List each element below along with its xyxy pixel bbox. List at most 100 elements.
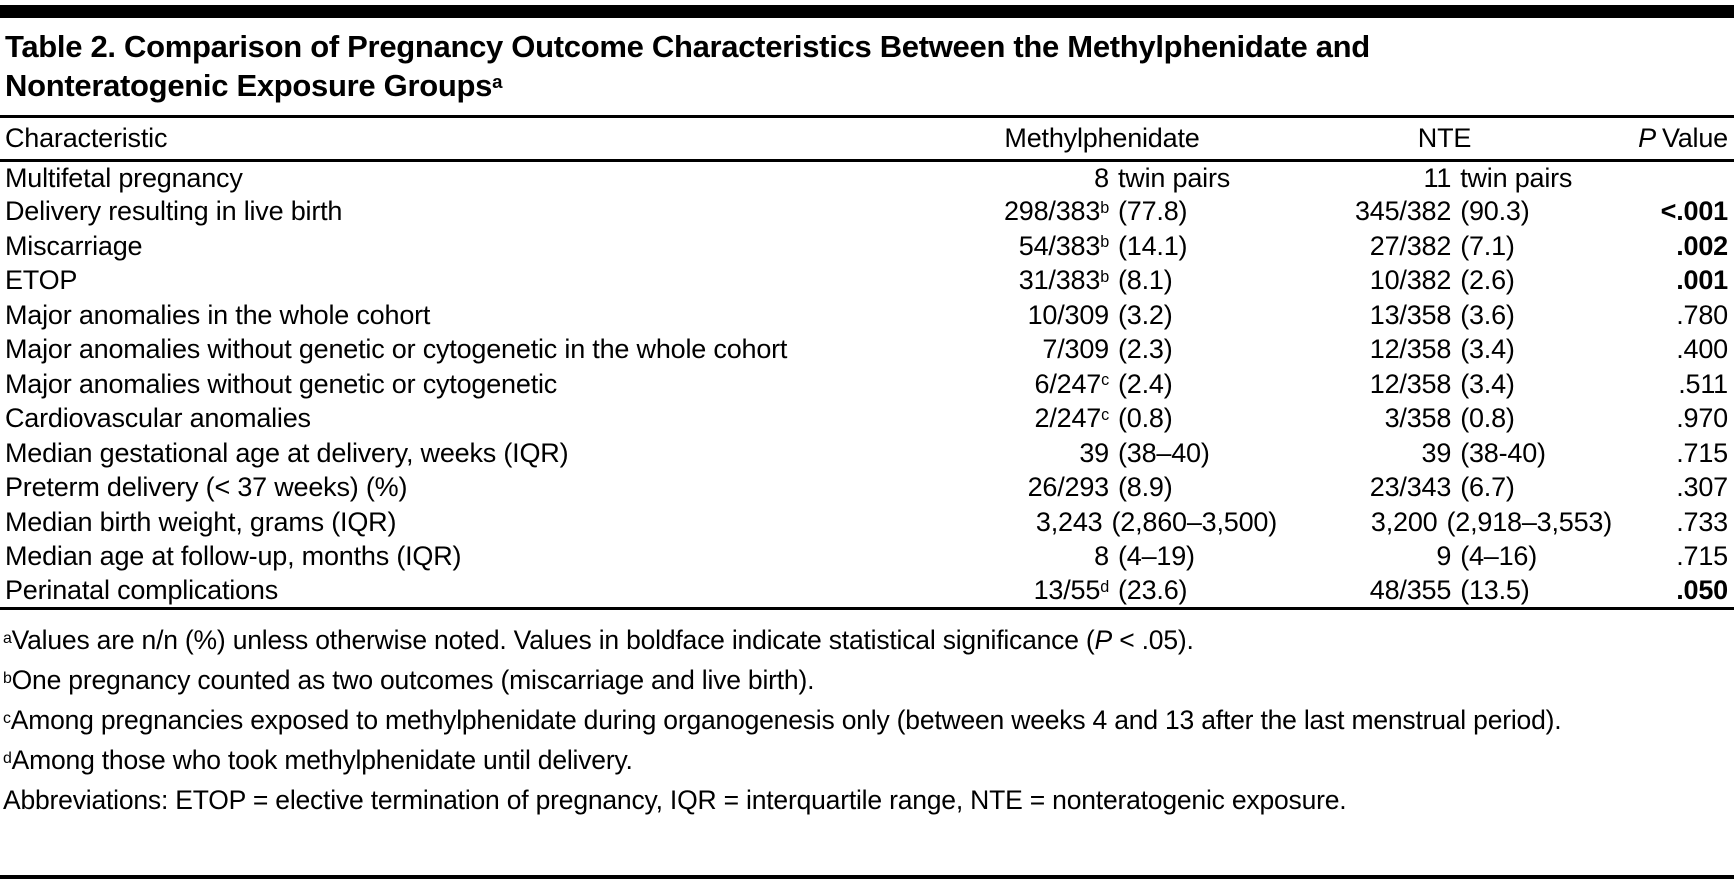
p-value-cell: .400 bbox=[1612, 333, 1734, 368]
value-wrap: 10/309 (3.2) bbox=[927, 300, 1277, 331]
value-percent: (13.5) bbox=[1460, 575, 1530, 605]
table-row: Median age at follow-up, months (IQR) 8 (4… bbox=[0, 540, 1734, 575]
value-fraction: 6/247c bbox=[1034, 368, 1110, 399]
value-percent: (8.1) bbox=[1118, 265, 1173, 296]
value-percent: (2.6) bbox=[1460, 265, 1515, 296]
value-wrap: 2/247c (0.8) bbox=[927, 403, 1277, 434]
methylphenidate-value-cell: 31/383b (8.1) bbox=[927, 264, 1277, 299]
value-fraction: 8 bbox=[1094, 541, 1109, 572]
nte-value-cell: 10/382 (2.6) bbox=[1277, 264, 1612, 299]
p-value-cell: .307 bbox=[1612, 471, 1734, 506]
value-fraction: 7/309 bbox=[1042, 334, 1109, 365]
value-percent: (3.4) bbox=[1460, 334, 1515, 365]
table-header-row: Characteristic Methylphenidate NTE P Valu… bbox=[0, 118, 1734, 162]
value-percent: (77.8) bbox=[1118, 196, 1188, 227]
value-wrap: 3,200 (2,918–3,553) bbox=[1277, 507, 1612, 538]
footnote-text: P bbox=[1094, 625, 1113, 655]
footnote-marker: d bbox=[3, 749, 12, 767]
table-row: Major anomalies in the whole cohort 10/30… bbox=[0, 298, 1734, 333]
p-value-text: .733 bbox=[1676, 506, 1728, 537]
value-wrap: 13/358 (3.6) bbox=[1277, 300, 1612, 331]
value-fraction: 39 bbox=[1421, 437, 1452, 468]
methylphenidate-value-cell: 26/293 (8.9) bbox=[927, 471, 1277, 506]
nte-value-cell: 12/358 (3.4) bbox=[1277, 367, 1612, 402]
value-fraction: 27/382 bbox=[1369, 230, 1452, 261]
footnote: aValues are n/n (%) unless otherwise not… bbox=[3, 620, 1730, 660]
p-value-text: .050 bbox=[1676, 575, 1728, 605]
p-value-text: .715 bbox=[1676, 541, 1728, 572]
value-fraction: 3,243 bbox=[1035, 506, 1103, 537]
table-row: Median gestational age at delivery, week… bbox=[0, 436, 1734, 471]
methylphenidate-value-cell: 54/383b (14.1) bbox=[927, 229, 1277, 264]
value-fraction: 13/55d bbox=[1033, 575, 1110, 605]
value-fraction: 23/343 bbox=[1369, 472, 1452, 503]
characteristic-cell: Cardiovascular anomalies bbox=[5, 403, 311, 434]
value-fraction: 39 bbox=[1079, 437, 1109, 468]
value-wrap: 6/247c (2.4) bbox=[927, 369, 1277, 400]
p-value-cell: <.001 bbox=[1612, 195, 1734, 230]
methylphenidate-value-cell: 298/383b (77.8) bbox=[927, 195, 1277, 230]
nte-value-cell: 9 (4–16) bbox=[1277, 540, 1612, 575]
value-fraction: 10/309 bbox=[1027, 299, 1110, 330]
value-percent: (0.8) bbox=[1118, 403, 1173, 434]
value-percent: (7.1) bbox=[1460, 230, 1515, 261]
table-row: Major anomalies without genetic or cytog… bbox=[0, 333, 1734, 368]
value-percent: twin pairs bbox=[1118, 162, 1231, 193]
nte-value-cell: 345/382 (90.3) bbox=[1277, 195, 1612, 230]
table-title: Table 2. Comparison of Pregnancy Outcome… bbox=[0, 18, 1734, 118]
table-row: Major anomalies without genetic or cytog… bbox=[0, 367, 1734, 402]
methylphenidate-value-cell: 39 (38–40) bbox=[927, 436, 1277, 471]
value-footnote-marker: d bbox=[1100, 577, 1109, 596]
characteristic-cell: Median gestational age at delivery, week… bbox=[5, 437, 569, 468]
p-value-cell: .715 bbox=[1612, 436, 1734, 471]
p-value-cell: .001 bbox=[1612, 264, 1734, 299]
methylphenidate-value-cell: 6/247c (2.4) bbox=[927, 367, 1277, 402]
p-value-text: .511 bbox=[1678, 368, 1728, 399]
column-header-characteristic: Characteristic bbox=[0, 118, 927, 162]
value-fraction: 48/355 bbox=[1369, 575, 1452, 605]
footnote-text: < .05). bbox=[1112, 625, 1194, 655]
table-header: Characteristic Methylphenidate NTE P Valu… bbox=[0, 118, 1734, 162]
methylphenidate-value-cell: 13/55d (23.6) bbox=[927, 574, 1277, 609]
value-percent: (4–16) bbox=[1460, 541, 1538, 572]
value-percent: (6.7) bbox=[1460, 472, 1515, 503]
value-wrap: 345/382 (90.3) bbox=[1277, 196, 1612, 227]
value-percent: (2,918–3,553) bbox=[1446, 506, 1612, 537]
p-value-cell bbox=[1612, 160, 1734, 195]
value-footnote-marker: c bbox=[1101, 371, 1109, 390]
top-rule bbox=[0, 5, 1734, 18]
value-percent: (3.6) bbox=[1460, 299, 1515, 330]
column-header-p-value: P Value bbox=[1612, 118, 1734, 162]
value-footnote-marker: b bbox=[1100, 267, 1109, 286]
characteristic-cell: Median birth weight, grams (IQR) bbox=[5, 506, 397, 537]
value-wrap: 10/382 (2.6) bbox=[1277, 265, 1612, 296]
value-percent: (0.8) bbox=[1460, 403, 1515, 434]
value-percent: (2.3) bbox=[1118, 334, 1173, 365]
value-fraction: 12/358 bbox=[1369, 368, 1452, 399]
characteristic-cell: Major anomalies without genetic or cytog… bbox=[5, 368, 558, 399]
footnote-text: Values are n/n (%) unless otherwise note… bbox=[11, 625, 1095, 655]
value-percent: (14.1) bbox=[1118, 230, 1188, 261]
characteristic-cell: Miscarriage bbox=[5, 230, 143, 261]
table-row: Miscarriage 54/383b (14.1) 27/382 (7.1) .002 bbox=[0, 229, 1734, 264]
value-wrap: 31/383b (8.1) bbox=[927, 265, 1277, 296]
table-row: Perinatal complications 13/55d (23.6) 48/35… bbox=[0, 574, 1734, 609]
value-wrap: 12/358 (3.4) bbox=[1277, 369, 1612, 400]
value-footnote-marker: b bbox=[1100, 198, 1109, 217]
value-wrap: 11 twin pairs bbox=[1277, 163, 1612, 194]
p-value-text: .715 bbox=[1676, 437, 1728, 468]
methylphenidate-value-cell: 8 twin pairs bbox=[927, 160, 1277, 195]
value-wrap: 39 (38–40) bbox=[927, 438, 1277, 469]
value-fraction: 26/293 bbox=[1027, 472, 1110, 503]
value-percent: (90.3) bbox=[1460, 196, 1530, 227]
footnote-marker: a bbox=[3, 629, 12, 647]
value-fraction: 11 bbox=[1423, 162, 1452, 193]
methylphenidate-value-cell: 10/309 (3.2) bbox=[927, 298, 1277, 333]
footnote-text: One pregnancy counted as two outcomes (m… bbox=[11, 665, 815, 695]
value-percent: (3.2) bbox=[1118, 299, 1173, 330]
nte-value-cell: 48/355 (13.5) bbox=[1277, 574, 1612, 609]
value-wrap: 12/358 (3.4) bbox=[1277, 334, 1612, 365]
value-footnote-marker: b bbox=[1100, 233, 1109, 252]
value-percent: twin pairs bbox=[1460, 162, 1573, 193]
value-wrap: 8 (4–19) bbox=[927, 541, 1277, 572]
